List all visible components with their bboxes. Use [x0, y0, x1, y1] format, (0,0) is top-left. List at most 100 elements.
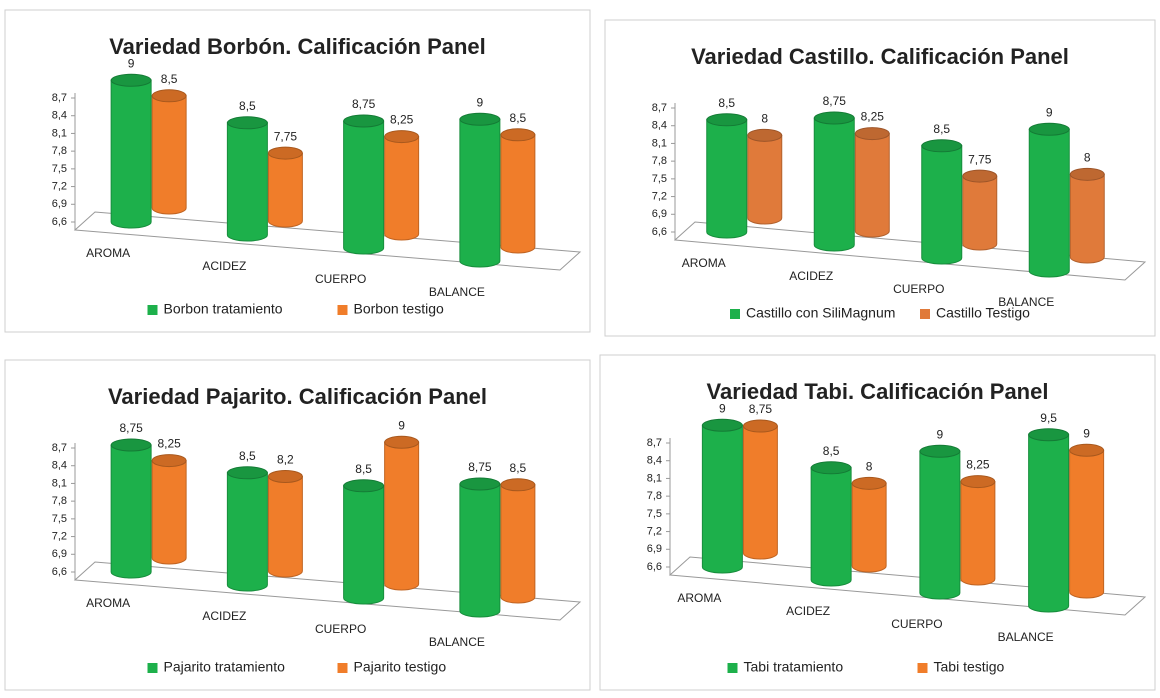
bar — [226, 466, 268, 592]
legend-label: Tabi testigo — [934, 659, 1005, 675]
y-tick-label: 6,6 — [652, 226, 667, 238]
bar-body — [384, 441, 420, 591]
bar-top — [343, 114, 385, 128]
x-tick-label: BALANCE — [429, 285, 485, 299]
y-tick-label: 7,8 — [647, 490, 662, 502]
bar-top — [110, 73, 152, 87]
chart-panel: Variedad Pajarito. Calificación Panel 6,6… — [4, 359, 591, 691]
bar — [813, 111, 855, 252]
y-tick-label: 8,4 — [52, 460, 67, 472]
bar — [151, 89, 187, 215]
bar — [267, 470, 303, 578]
value-label: 9 — [1046, 105, 1053, 119]
y-tick-label: 6,9 — [52, 198, 67, 210]
legend-swatch — [337, 305, 348, 315]
value-label: 7,75 — [274, 129, 298, 143]
bar-top — [701, 418, 743, 432]
y-tick-label: 8,1 — [647, 472, 662, 484]
bar — [343, 114, 385, 255]
bar — [921, 139, 963, 265]
value-label: 9 — [398, 418, 405, 432]
x-tick-label: ACIDEZ — [202, 609, 246, 623]
value-label: 8,5 — [510, 111, 527, 125]
x-tick-label: AROMA — [86, 246, 130, 260]
bar — [151, 454, 187, 565]
x-tick-label: ACIDEZ — [202, 259, 246, 273]
bar — [1069, 167, 1105, 264]
bar-top — [151, 89, 187, 103]
legend-label: Tabi tratamiento — [744, 659, 844, 675]
bar — [500, 128, 536, 254]
y-tick-label: 8,7 — [52, 92, 67, 104]
bar-body — [500, 484, 536, 604]
bar-body — [267, 476, 303, 578]
bar-body — [960, 481, 996, 586]
bar — [459, 112, 501, 268]
bar-body — [267, 152, 303, 228]
floor — [668, 556, 1147, 616]
bar-body — [459, 118, 501, 268]
bar — [810, 461, 852, 587]
bar-body — [226, 122, 268, 242]
bar-top — [854, 127, 890, 141]
chart-panel: Variedad Borbón. Calificación Panel 6,6 6,… — [4, 9, 591, 333]
value-label: 9,5 — [1040, 411, 1057, 425]
bar — [110, 438, 152, 579]
bar-top — [706, 113, 748, 127]
x-tick-label: AROMA — [682, 256, 726, 270]
value-label: 8,5 — [823, 444, 840, 458]
x-tick-label: AROMA — [677, 591, 721, 605]
value-label: 8,2 — [277, 453, 294, 467]
bar-top — [1069, 443, 1105, 457]
value-label: 8,75 — [749, 402, 773, 416]
bar-body — [151, 95, 187, 215]
bar-top — [810, 461, 852, 475]
y-tick-label: 7,8 — [52, 145, 67, 157]
bar-body — [813, 117, 855, 252]
y-tick-label: 6,6 — [52, 216, 67, 228]
y-tick-label: 7,2 — [652, 190, 667, 202]
chart-panel: Variedad Tabi. Calificación Panel 6,6 6,9 7… — [599, 354, 1156, 691]
bar — [226, 116, 268, 242]
legend-label: Pajarito tratamiento — [164, 659, 286, 675]
chart-title: Variedad Tabi. Calificación Panel — [707, 379, 1049, 404]
bar-top — [1028, 428, 1070, 442]
bar-body — [962, 175, 998, 251]
legend-label: Borbon tratamiento — [164, 301, 283, 317]
x-tick-label: BALANCE — [998, 295, 1054, 309]
bar-body — [110, 79, 152, 229]
floor — [73, 561, 582, 621]
bar-body — [810, 467, 852, 587]
bar-top — [459, 112, 501, 126]
y-tick-label: 7,8 — [52, 495, 67, 507]
bar-body — [747, 134, 783, 225]
bar-top — [151, 454, 187, 468]
x-tick-label: ACIDEZ — [786, 604, 830, 618]
value-label: 9 — [719, 401, 726, 415]
value-label: 8 — [866, 460, 873, 474]
y-tick-label: 8,7 — [647, 437, 662, 449]
bar-top — [1069, 167, 1105, 181]
bar-top — [742, 419, 778, 433]
bar — [854, 127, 890, 238]
value-label: 8,5 — [718, 96, 735, 110]
value-label: 9 — [128, 56, 135, 70]
value-label: 7,75 — [968, 152, 992, 166]
value-label: 8,25 — [157, 437, 181, 451]
chart-title: Variedad Castillo. Calificación Panel — [691, 44, 1069, 69]
value-label: 8,25 — [390, 113, 414, 127]
bar — [343, 479, 385, 605]
bar — [1028, 428, 1070, 613]
legend-label: Borbon testigo — [354, 301, 444, 317]
value-label: 8,75 — [119, 421, 143, 435]
value-label: 9 — [1083, 426, 1090, 440]
bar-top — [962, 169, 998, 183]
y-tick-label: 7,5 — [52, 163, 67, 175]
chart-panel: Variedad Castillo. Calificación Panel 6,6… — [604, 19, 1156, 337]
legend-label: Castillo Testigo — [936, 305, 1030, 321]
bar — [960, 475, 996, 586]
value-label: 8,5 — [239, 449, 256, 463]
legend-swatch — [727, 663, 738, 673]
bar-body — [343, 485, 385, 605]
y-tick-label: 8,7 — [652, 102, 667, 114]
